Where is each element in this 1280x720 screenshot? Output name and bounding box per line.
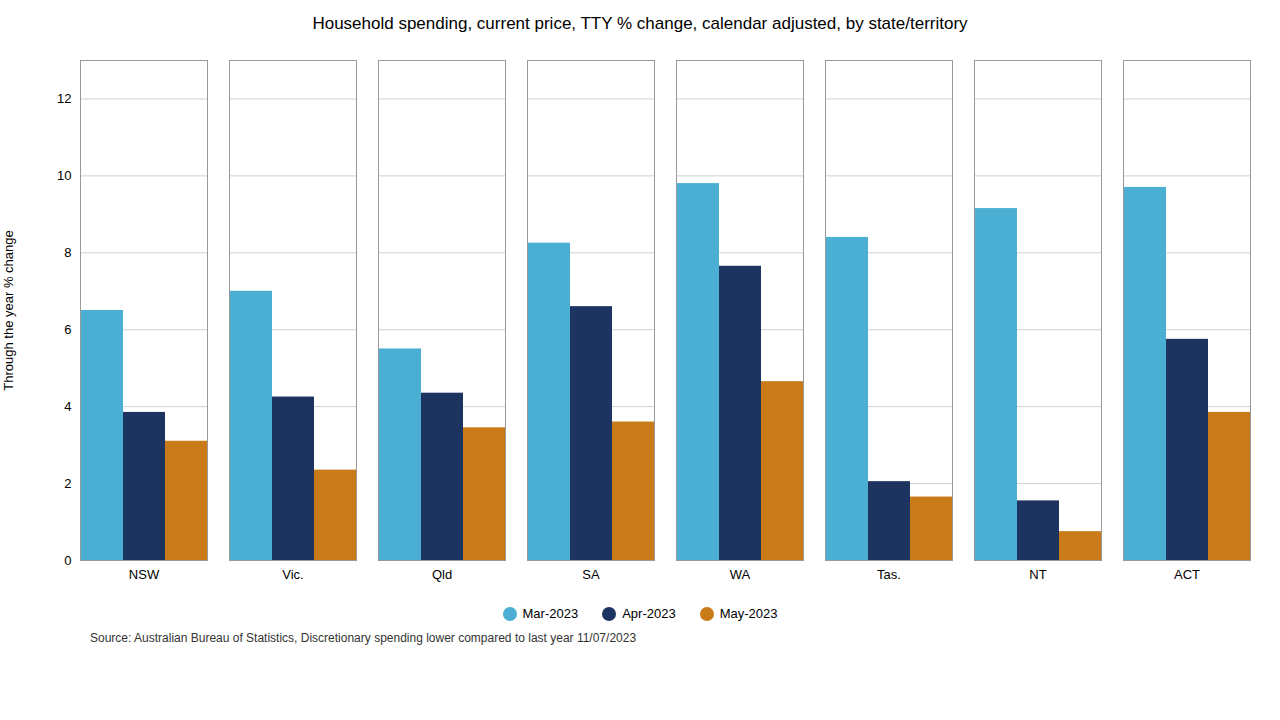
svg-text:12: 12 — [57, 91, 71, 106]
svg-text:Vic.: Vic. — [282, 567, 303, 582]
svg-text:NT: NT — [1029, 567, 1046, 582]
svg-text:0: 0 — [64, 553, 71, 568]
html-text:Source: Australian Bureau of S: Source: Australian Bureau of Statistics,… — [90, 631, 637, 645]
html-text:Household spending, current pr: Household spending, current price, TTY %… — [312, 14, 968, 33]
svg-text:ACT: ACT — [1174, 567, 1200, 582]
svg-text:Through the year % change: Through the year % change — [1, 230, 16, 390]
svg-text:8: 8 — [64, 245, 71, 260]
html-text:May-2023: May-2023 — [719, 606, 778, 621]
svg-text:Tas.: Tas. — [877, 567, 901, 582]
svg-text:2: 2 — [64, 476, 71, 491]
svg-text:SA: SA — [582, 567, 600, 582]
svg-text:10: 10 — [57, 168, 71, 183]
svg-text:WA: WA — [730, 567, 751, 582]
svg-text:4: 4 — [64, 399, 71, 414]
svg-text:Qld: Qld — [432, 567, 452, 582]
svg-text:6: 6 — [64, 322, 71, 337]
html-text:Apr-2023: Apr-2023 — [622, 606, 676, 621]
html-text:Mar-2023: Mar-2023 — [522, 606, 579, 621]
svg-text:NSW: NSW — [129, 567, 160, 582]
